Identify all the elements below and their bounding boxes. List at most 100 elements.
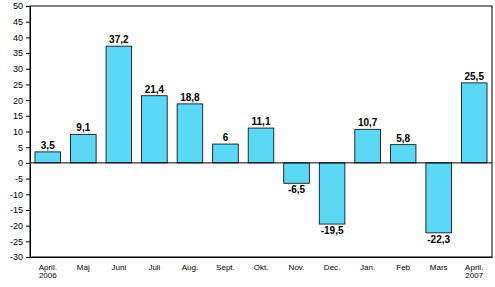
data-label: 9,1	[76, 122, 90, 133]
y-tick-mark	[26, 163, 30, 164]
y-tick: 25	[13, 80, 30, 90]
y-tick-label: -30	[10, 252, 23, 262]
y-tick-label: 0	[18, 158, 23, 168]
y-tick: 50	[13, 1, 30, 11]
data-labels: 3,59,137,221,418,8611,1-6,5-19,510,75,8-…	[41, 34, 485, 245]
y-tick: 15	[13, 111, 30, 121]
bar	[426, 163, 452, 233]
bar	[461, 83, 487, 163]
x-tick-label: Dec.	[324, 263, 340, 272]
y-tick: -10	[10, 190, 30, 200]
y-tick: -15	[10, 205, 30, 215]
x-tick: Juni	[112, 257, 127, 272]
x-tick-label-line: Feb	[396, 263, 410, 272]
y-tick-mark	[26, 194, 30, 195]
bar	[319, 163, 345, 224]
x-tick-label-line: Sept.	[216, 263, 235, 272]
y-tick-mark	[26, 116, 30, 117]
bars	[35, 46, 487, 233]
data-label: 37,2	[109, 34, 129, 45]
y-tick: 35	[13, 48, 30, 58]
y-tick: 0	[18, 158, 30, 168]
y-tick-mark	[26, 241, 30, 242]
y-tick-label: 15	[13, 111, 23, 121]
x-tick-label: Feb	[396, 263, 410, 272]
y-tick: -30	[10, 252, 30, 262]
data-label: 18,8	[180, 92, 200, 103]
y-tick-mark	[26, 69, 30, 70]
y-tick-label: -25	[10, 237, 23, 247]
x-tick: Mars	[430, 257, 448, 272]
x-tick-label: Juli	[148, 263, 160, 272]
y-tick-mark	[26, 210, 30, 211]
bar	[355, 129, 381, 163]
x-tick-label-line: April.	[39, 263, 57, 272]
x-tick-label-line: April.	[465, 263, 483, 272]
y-tick-label: 10	[13, 127, 23, 137]
y-axis-line	[26, 7, 31, 258]
x-tick: Maj	[77, 257, 90, 272]
data-label: 6	[223, 132, 229, 143]
x-tick: Jan.	[360, 257, 375, 272]
bar	[35, 152, 61, 163]
data-label: 5,8	[396, 133, 410, 144]
y-tick: -20	[10, 221, 30, 231]
y-tick: 20	[13, 96, 30, 106]
x-tick: Juli	[148, 257, 160, 272]
x-tick-label-line: Juli	[148, 263, 160, 272]
x-tick: April.2006	[39, 257, 58, 280]
y-tick-mark	[26, 179, 30, 180]
x-tick-label: Jan.	[360, 263, 375, 272]
y-tick-label: 50	[13, 1, 23, 11]
bar	[106, 46, 132, 163]
y-tick-mark	[26, 37, 30, 38]
y-axis: -30-25-20-15-10-505101520253035404550	[10, 1, 31, 262]
x-tick: Nov.	[289, 257, 305, 272]
y-tick-label: 20	[13, 96, 23, 106]
x-tick-label-line: Jan.	[360, 263, 375, 272]
y-tick-mark	[26, 226, 30, 227]
data-label: 25,5	[464, 71, 484, 82]
y-tick-mark	[26, 84, 30, 85]
y-tick-mark	[26, 132, 30, 133]
y-tick-label: 25	[13, 80, 23, 90]
x-tick-label: April.2007	[465, 263, 484, 281]
x-tick-label-line: Mars	[430, 263, 448, 272]
y-tick: -5	[15, 174, 30, 184]
x-tick-label: Nov.	[289, 263, 305, 272]
plot: -30-25-20-15-10-505101520253035404550Apr…	[10, 1, 493, 280]
x-tick-label-line: Juni	[112, 263, 127, 272]
data-label: -19,5	[321, 225, 344, 236]
x-tick-label: Maj	[77, 263, 90, 272]
bar	[248, 128, 274, 163]
y-tick-label: -20	[10, 221, 23, 231]
x-tick-label-line: Maj	[77, 263, 90, 272]
data-label: 11,1	[252, 116, 271, 127]
bar	[142, 96, 168, 163]
x-axis: April.2006 Maj Juni Juli Aug. Sept. Okt. Nov. De…	[31, 257, 493, 280]
y-tick-label: 30	[13, 64, 23, 74]
bar	[390, 145, 416, 163]
data-label: 10,7	[358, 117, 378, 128]
x-tick: Dec.	[324, 257, 340, 272]
data-label: -6,5	[288, 184, 306, 195]
x-tick-label-line: Okt.	[254, 263, 269, 272]
x-tick-label: Juni	[112, 263, 127, 272]
bar	[177, 104, 203, 163]
y-tick: 10	[13, 127, 30, 137]
x-tick: Aug.	[182, 257, 198, 272]
y-tick: 45	[13, 17, 30, 27]
bar	[284, 163, 310, 183]
x-tick-label-line: Aug.	[182, 263, 198, 272]
x-tick-label: Aug.	[182, 263, 198, 272]
x-tick-label-line: Dec.	[324, 263, 340, 272]
plot-frame	[30, 6, 492, 257]
x-axis-line	[31, 257, 493, 258]
y-tick-label: -10	[10, 190, 23, 200]
y-tick: -25	[10, 237, 30, 247]
y-tick-mark	[26, 22, 30, 23]
y-tick-label: -15	[10, 205, 23, 215]
y-tick-mark	[26, 6, 30, 7]
x-tick-label-line: Nov.	[289, 263, 305, 272]
x-tick: Okt.	[254, 257, 269, 272]
